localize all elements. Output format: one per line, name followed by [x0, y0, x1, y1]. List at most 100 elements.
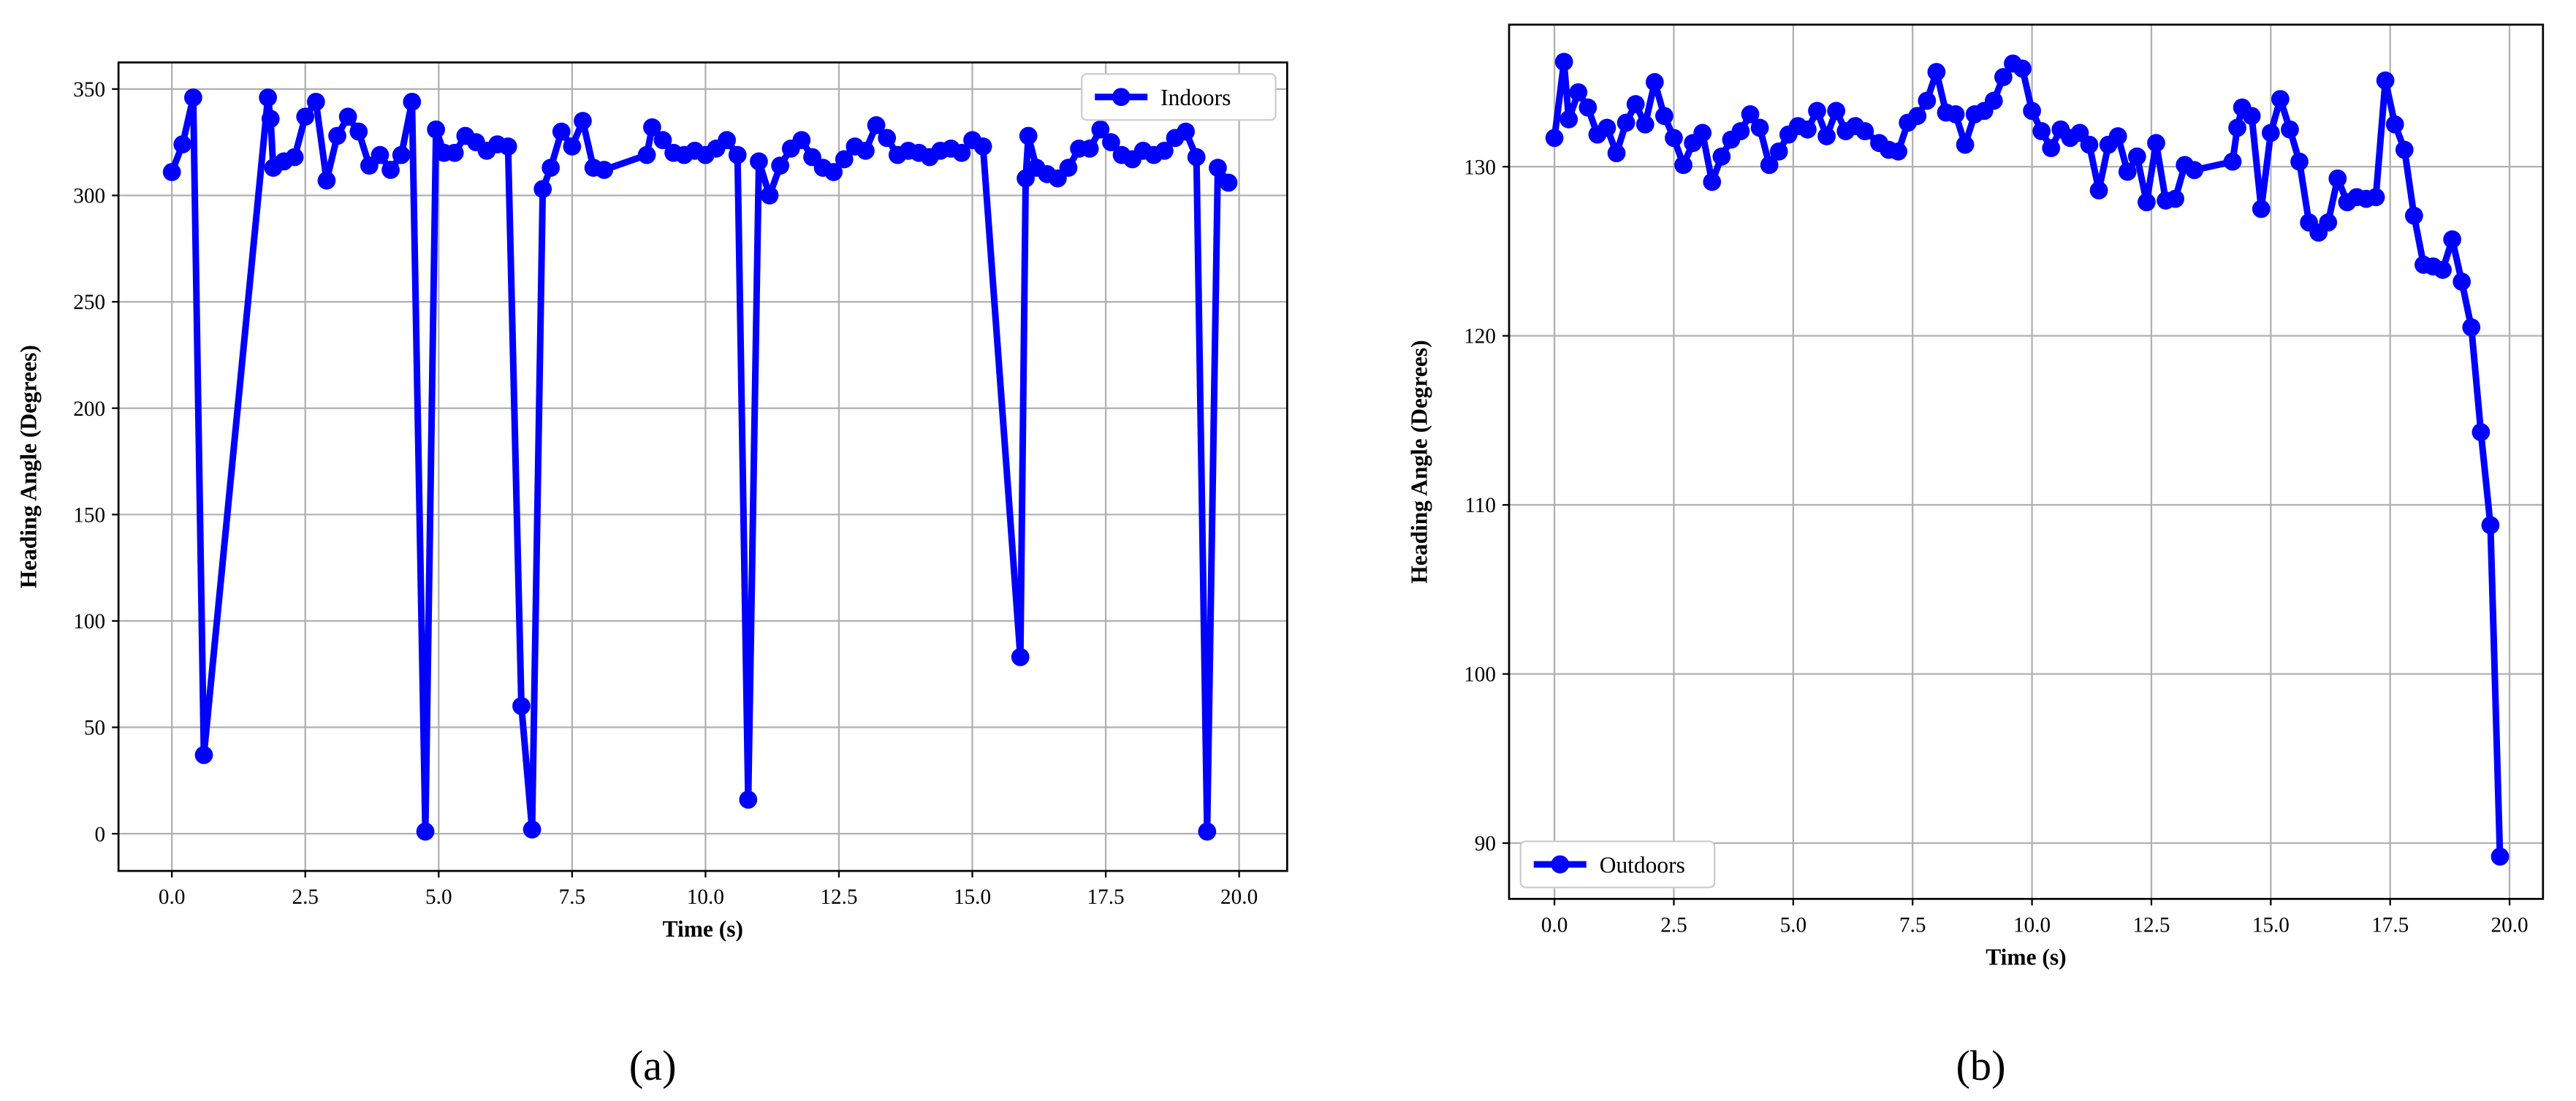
- data-point: [1798, 120, 1817, 139]
- x-tick-label: 7.5: [1899, 913, 1926, 937]
- data-point: [371, 145, 390, 164]
- data-point: [595, 161, 614, 179]
- data-point: [1712, 147, 1731, 166]
- data-point: [2118, 162, 2137, 181]
- data-point: [856, 141, 875, 160]
- plot-frame: [1508, 23, 2545, 900]
- legend-box: [1081, 73, 1277, 121]
- data-point: [1665, 129, 1683, 148]
- data-point: [1155, 141, 1174, 160]
- data-point: [1059, 159, 1078, 177]
- data-point: [1693, 123, 1712, 142]
- x-tick-label: 17.5: [1087, 885, 1125, 909]
- y-tick-label: 150: [73, 503, 105, 527]
- data-point: [563, 137, 582, 156]
- legend-box: [1519, 840, 1716, 888]
- data-point: [1578, 98, 1597, 117]
- data-point: [2452, 273, 2471, 291]
- data-point: [1080, 140, 1099, 158]
- data-point: [349, 122, 368, 141]
- data-point: [1808, 102, 1826, 121]
- data-point: [952, 143, 971, 162]
- data-point: [637, 145, 656, 164]
- data-point: [739, 790, 758, 809]
- data-point: [1855, 122, 1874, 140]
- data-point: [184, 88, 202, 107]
- data-point: [552, 122, 571, 141]
- data-point: [1209, 159, 1227, 177]
- data-point: [1091, 120, 1110, 139]
- x-tick-label: 15.0: [954, 885, 991, 909]
- x-tick-label: 2.5: [292, 885, 319, 909]
- legend-label: Outdoors: [1600, 852, 1685, 877]
- x-axis-label: Time (s): [1986, 944, 2066, 969]
- data-point: [1635, 115, 1654, 134]
- data-point: [2252, 199, 2271, 218]
- data-point: [2023, 102, 2041, 121]
- data-point: [1827, 102, 1846, 121]
- x-tick-label: 12.5: [820, 885, 857, 909]
- data-point: [296, 107, 315, 126]
- data-point: [317, 171, 336, 190]
- data-point: [2166, 189, 2184, 208]
- data-point: [2328, 169, 2347, 188]
- x-tick-label: 0.0: [159, 885, 186, 909]
- data-point: [2481, 516, 2500, 535]
- chart: 0.0 2.5 5.0 7.5 10.0 12.5 15.0 17.5 20.0 0 50 100 15…: [16, 61, 1288, 1089]
- data-point: [643, 118, 661, 137]
- y-tick-label: 50: [84, 717, 105, 740]
- legend: Indoors: [1081, 73, 1277, 121]
- caption: (a): [629, 1042, 677, 1089]
- data-point: [259, 88, 277, 107]
- x-axis-label: Time (s): [663, 916, 743, 942]
- data-point: [2385, 115, 2404, 134]
- data-point: [1984, 91, 2003, 110]
- x-tick-label: 5.0: [1780, 913, 1807, 937]
- data-point: [1559, 110, 1578, 129]
- data-point: [1741, 105, 1760, 123]
- plot-area: [118, 62, 1288, 872]
- data-point: [2376, 71, 2395, 90]
- data-point: [1607, 144, 1626, 163]
- x-tick-label: 15.0: [2252, 913, 2290, 937]
- x-tick-label: 0.0: [1541, 913, 1568, 937]
- data-point: [1545, 129, 1564, 148]
- data-point: [2290, 152, 2309, 171]
- y-tick-label: 350: [73, 78, 105, 102]
- y-tick-label: 0: [95, 823, 106, 846]
- data-point: [533, 180, 552, 199]
- chart: 0.0 2.5 5.0 7.5 10.0 12.5 15.0 17.5 20.0 90 100 110…: [1407, 23, 2545, 1089]
- data-point: [2185, 161, 2204, 180]
- y-tick-label: 120: [1464, 325, 1496, 348]
- data-point: [498, 137, 517, 156]
- data-point: [381, 161, 400, 179]
- y-tick-label: 100: [1464, 663, 1496, 687]
- data-point: [1655, 107, 1673, 126]
- data-point: [1597, 118, 1616, 137]
- data-point: [771, 156, 790, 175]
- data-point: [194, 746, 213, 764]
- data-point: [2471, 423, 2490, 441]
- data-point: [1889, 142, 1907, 161]
- data-point: [2089, 181, 2108, 199]
- data-point: [2032, 122, 2051, 140]
- data-point: [445, 143, 464, 162]
- data-point: [512, 697, 531, 715]
- y-tick-label: 250: [73, 291, 105, 314]
- data-point: [1760, 156, 1779, 175]
- data-point: [1731, 122, 1750, 140]
- y-tick-label: 300: [73, 185, 105, 208]
- caption: (b): [1956, 1042, 2005, 1089]
- data-point: [1956, 135, 1975, 154]
- data-point: [523, 820, 542, 839]
- data-point: [1554, 53, 1573, 72]
- data-point: [1011, 648, 1030, 666]
- data-point: [403, 92, 422, 111]
- data-point: [1198, 822, 1217, 841]
- x-tick-label: 2.5: [1660, 913, 1687, 937]
- data-point: [835, 150, 854, 169]
- y-axis-label: Heading Angle (Degrees): [1407, 340, 1432, 583]
- data-point: [1177, 122, 1196, 141]
- data-point: [2013, 59, 2032, 78]
- data-point: [2433, 260, 2452, 279]
